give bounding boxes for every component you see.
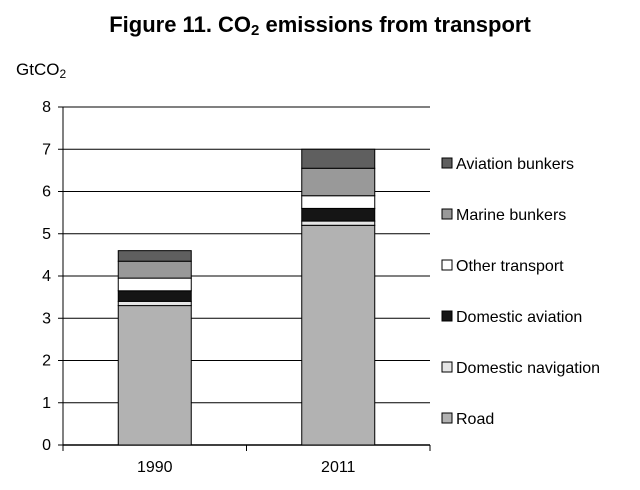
y-tick-label: 4 bbox=[42, 268, 51, 285]
y-tick-label: 6 bbox=[42, 184, 51, 201]
bar-segment-domestic-aviation bbox=[301, 207, 376, 222]
bar-segment-road bbox=[301, 224, 376, 446]
legend-label: Domestic navigation bbox=[456, 360, 600, 377]
legend-label: Marine bunkers bbox=[456, 207, 566, 224]
y-tick-label: 3 bbox=[42, 310, 51, 327]
legend-swatch bbox=[441, 361, 453, 373]
bar-segment-domestic-navigation bbox=[117, 300, 192, 307]
legend-swatch bbox=[441, 208, 453, 220]
y-tick-label: 1 bbox=[42, 395, 51, 412]
y-tick-label: 2 bbox=[42, 353, 51, 370]
bar-segment-marine-bunkers bbox=[301, 167, 376, 197]
legend-label: Road bbox=[456, 411, 494, 428]
bar-segment-marine-bunkers bbox=[117, 260, 192, 279]
y-tick-label: 7 bbox=[42, 141, 51, 158]
y-tick-label: 0 bbox=[42, 437, 51, 454]
x-tick-label: 1990 bbox=[137, 459, 173, 476]
bar-segment-road bbox=[117, 305, 192, 446]
bar-segment-aviation-bunkers bbox=[117, 250, 192, 262]
bar-segment-aviation-bunkers bbox=[301, 148, 376, 169]
bar-segment-other-transport bbox=[301, 195, 376, 209]
bar-segment-domestic-navigation bbox=[301, 220, 376, 226]
x-tick-label: 2011 bbox=[321, 459, 356, 476]
legend-label: Domestic aviation bbox=[456, 309, 582, 326]
legend-label: Aviation bunkers bbox=[456, 156, 574, 173]
y-tick-label: 8 bbox=[42, 99, 51, 116]
legend-swatch bbox=[441, 412, 453, 424]
bar-segment-domestic-aviation bbox=[117, 290, 192, 302]
chart-title: Figure 11. CO2 emissions from transport bbox=[109, 12, 531, 39]
legend-swatch bbox=[441, 259, 453, 271]
y-tick-label: 5 bbox=[42, 226, 51, 243]
y-axis-unit-label: GtCO2 bbox=[16, 60, 67, 81]
bar-segment-other-transport bbox=[117, 277, 192, 292]
legend-label: Other transport bbox=[456, 258, 564, 275]
legend-swatch bbox=[441, 157, 453, 169]
legend-swatch bbox=[441, 310, 453, 322]
